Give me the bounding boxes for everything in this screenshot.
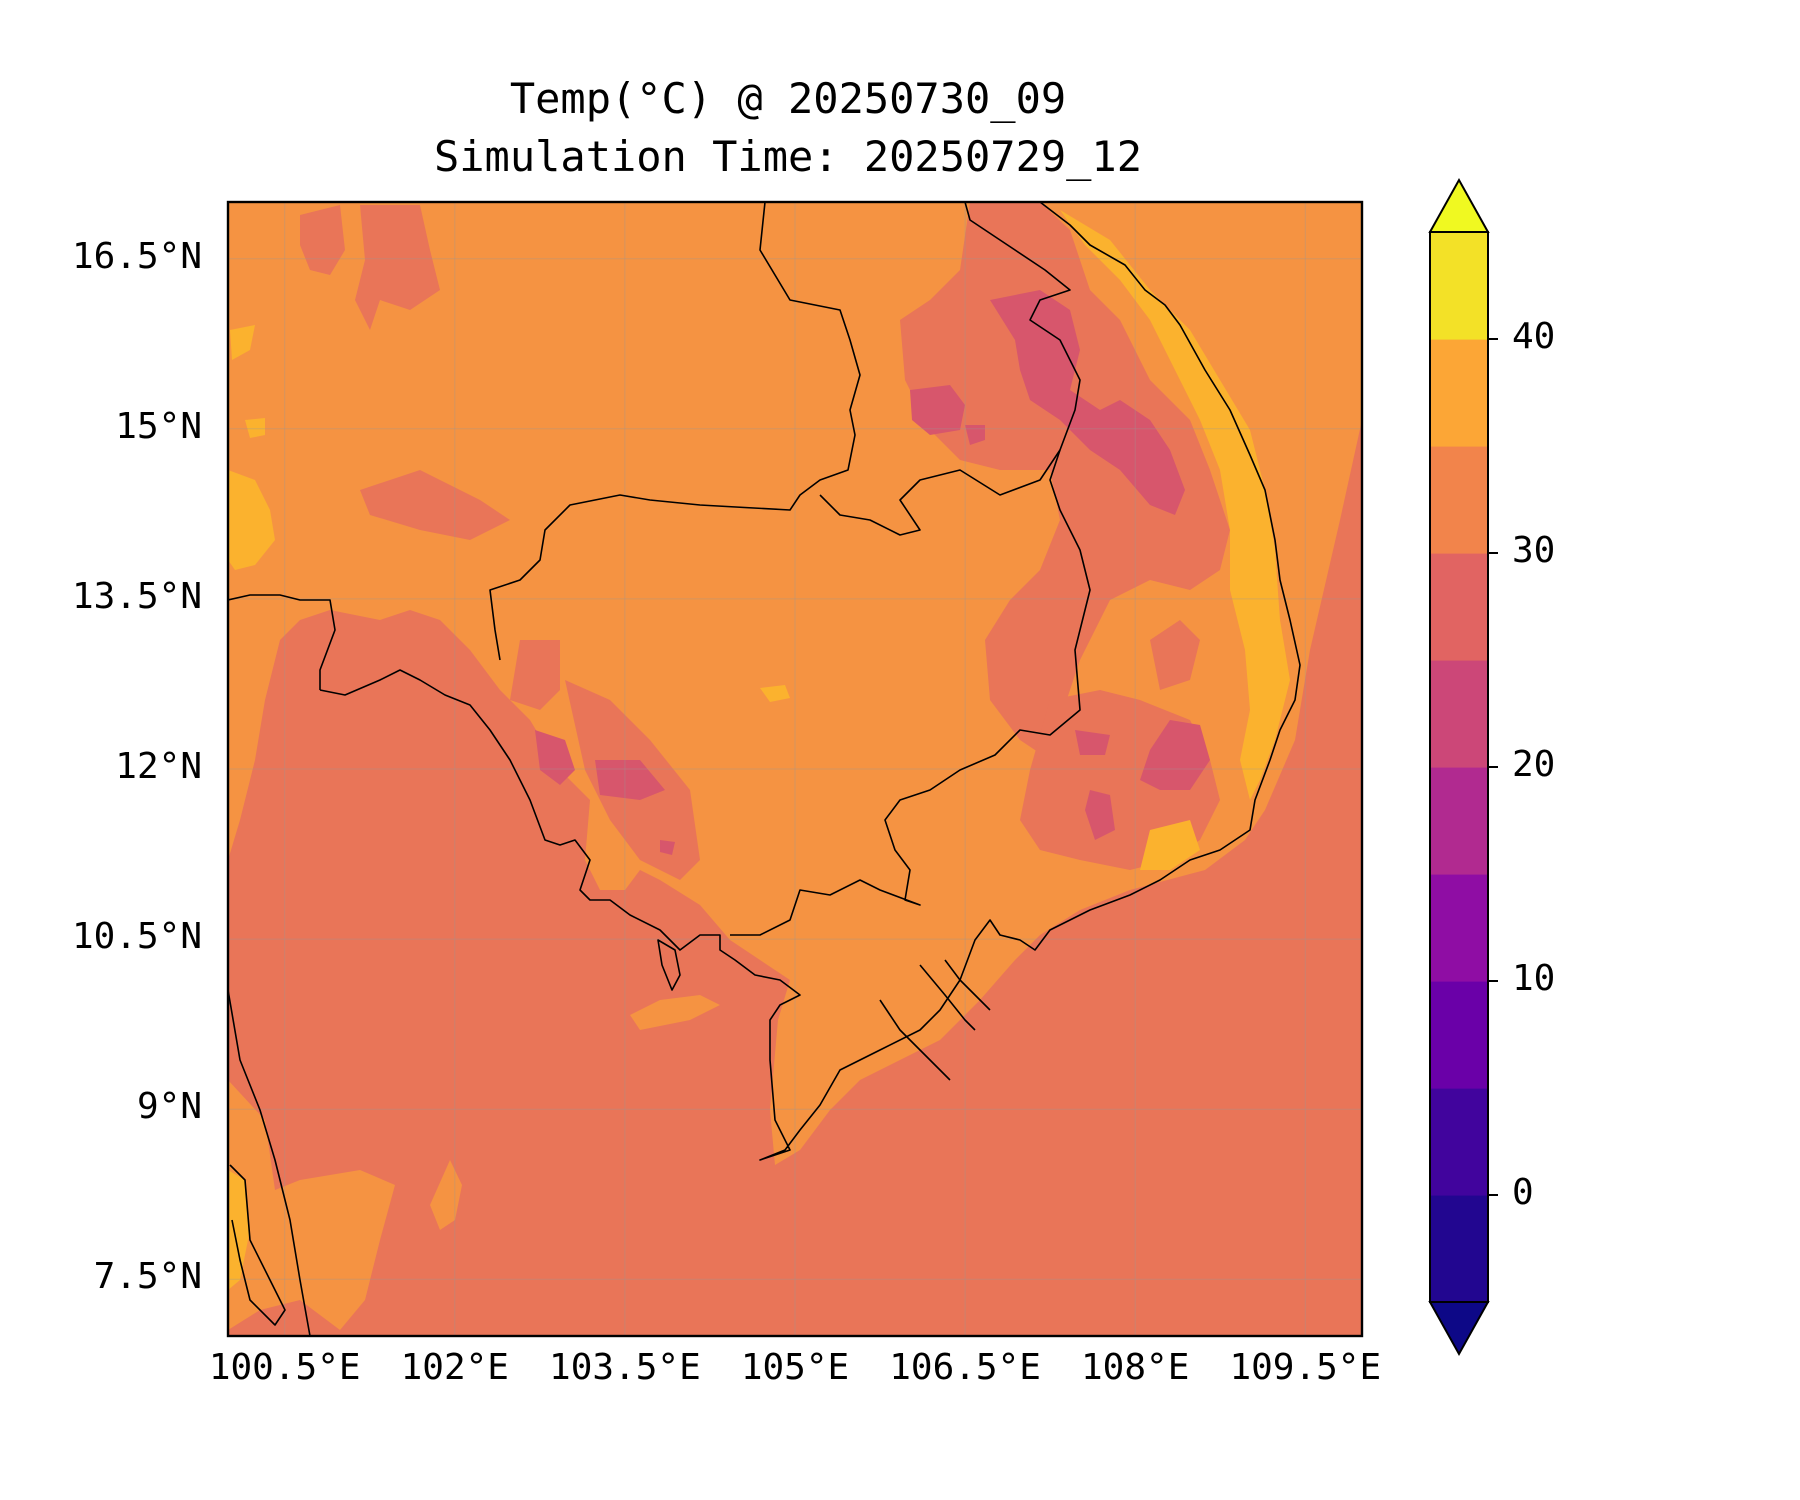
southwest-hot-patch (228, 1170, 250, 1290)
colorbar-bin-5 (1430, 660, 1488, 768)
mekong-delta-3 (944, 959, 991, 1011)
gulf-warm-patch (630, 995, 720, 1030)
colorbar-tick-label: 0 (1512, 1172, 1534, 1213)
thailand-west-coast (228, 989, 311, 1336)
cambodia-border (489, 202, 861, 661)
lat-tick-label: 10.5°N (71, 916, 202, 958)
east-cold-small (1075, 730, 1110, 755)
colorbar-bin-9 (1430, 232, 1488, 340)
southwest-cold-2 (595, 760, 665, 800)
north-cold-highland (990, 290, 1185, 515)
lon-tick-label: 103.5°E (549, 1347, 701, 1388)
west-hot-patch-2 (230, 325, 255, 360)
colorbar-bin-8 (1430, 339, 1488, 447)
cold-speck (660, 840, 675, 855)
lat-tick-label: 7.5°N (93, 1256, 202, 1298)
coastal-warm-strip (228, 1080, 395, 1330)
vietnam-cambodia-border (730, 449, 1091, 936)
highland-cool-west (360, 470, 510, 540)
colorbar-bin-6 (1430, 553, 1488, 661)
map-frame (226, 200, 1364, 1338)
lat-tick-label: 12°N (115, 746, 202, 787)
mekong-delta-2 (919, 964, 976, 1031)
west-highland-cool (910, 385, 965, 435)
colorbar-bin-4 (1430, 767, 1488, 875)
phu-quoc-island (657, 939, 681, 991)
lat-tick-label: 15°N (115, 405, 202, 447)
temperature-field (228, 202, 1362, 1336)
indochina-coastline (319, 202, 1301, 1161)
lon-tick-label: 102°E (400, 1347, 509, 1388)
colorbar (1428, 177, 1498, 1357)
colorbar-under-extension (1428, 1301, 1490, 1357)
highland-cool-east (1150, 620, 1200, 690)
graticule (228, 202, 1362, 1336)
lat-tick-label: 9°N (136, 1086, 202, 1128)
colorbar-tick-label: 10 (1512, 958, 1556, 999)
south-central-hot-patch (1140, 820, 1200, 870)
map-subtitle: Simulation Time: 20250729_12 (433, 132, 1142, 181)
lon-tick-label: 108°E (1081, 1347, 1190, 1388)
west-hot-patch-3 (245, 418, 265, 438)
colorbar-bin-3 (1430, 874, 1488, 982)
north-cool-patch (355, 205, 440, 330)
highland-cool-north (900, 202, 1230, 760)
colorbar-over-extension (1428, 177, 1490, 233)
map-title: Temp(°C) @ 20250730_09 (509, 74, 1067, 123)
lon-tick-label: 106.5°E (889, 1347, 1041, 1388)
coastlines-and-borders (228, 202, 1301, 1336)
colorbar-tick-label: 30 (1512, 530, 1556, 571)
southwest-cold-1 (535, 730, 575, 785)
lon-tick-label: 109.5°E (1229, 1347, 1382, 1388)
southeast-cold-2 (1085, 790, 1115, 840)
west-hot-patch-1 (228, 470, 275, 570)
thai-cambodia-gulf-border (228, 594, 336, 690)
southwest-peninsula-outline (229, 1164, 286, 1326)
lat-tick-label: 13.5°N (71, 575, 202, 617)
colorbar-bin-2 (1430, 981, 1488, 1089)
colorbar-bin-1 (1430, 1088, 1488, 1196)
northwest-cool-patch (300, 205, 345, 275)
colorbar-bin-0 (1430, 1195, 1488, 1303)
lon-tick-label: 100.5°E (208, 1347, 361, 1388)
southeast-cold-1 (1140, 720, 1210, 790)
colorbar-tick-label: 40 (1512, 316, 1556, 357)
west-highland-cool-2 (965, 425, 985, 445)
central-hot-speck (760, 685, 790, 702)
lon-tick-label: 105°E (740, 1347, 850, 1388)
coastal-hot-strip (1060, 210, 1290, 800)
colorbar-tick-label: 20 (1512, 744, 1556, 785)
island-warm-patch (430, 1160, 462, 1230)
colorbar-bin-7 (1430, 446, 1488, 554)
lat-tick-label: 16.5°N (71, 235, 202, 277)
sw-cool-patch (510, 640, 560, 710)
mekong-delta-1 (879, 999, 951, 1081)
